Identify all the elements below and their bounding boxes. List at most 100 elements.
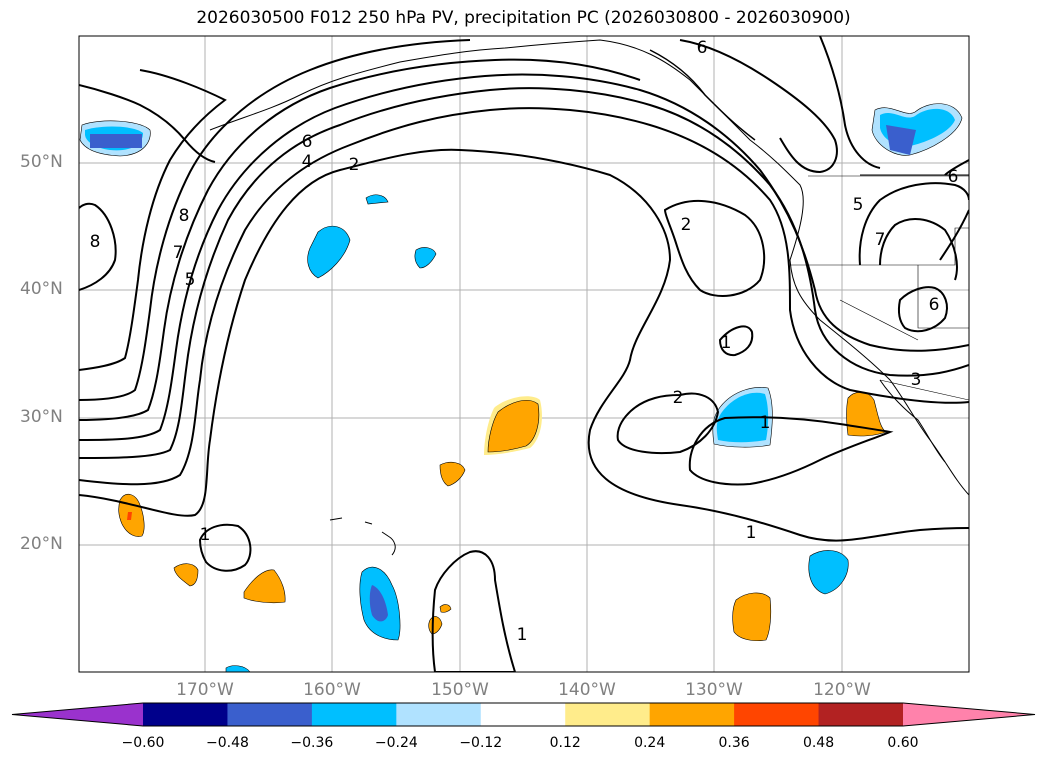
contour-labels: 6 4 2 8 7 5 8 6 2 1 2 1 1 1 1 5 7 6 3 6 <box>90 38 959 645</box>
precip-negative-patch <box>307 225 351 279</box>
contour-label: 6 <box>697 38 708 58</box>
contour-label: 8 <box>90 232 101 252</box>
lat-label: 20°N <box>20 534 63 554</box>
map-title: 2026030500 F012 250 hPa PV, precipitatio… <box>196 8 851 28</box>
colorbar-tick-label: −0.60 <box>121 735 165 751</box>
colorbar-segment <box>311 703 397 726</box>
colorbar-tick-label: 0.48 <box>802 735 835 751</box>
precip-patches <box>79 103 963 672</box>
colorbar-tick-label: −0.24 <box>374 735 418 751</box>
precip-positive-patch <box>173 563 199 587</box>
colorbar-tick-label: 0.24 <box>634 735 666 751</box>
colorbar-segment <box>565 703 651 726</box>
colorbar-segment <box>734 703 820 726</box>
gridlines <box>79 36 969 672</box>
contour-label: 7 <box>875 230 886 250</box>
pv-contour-7b <box>879 218 958 281</box>
pv-contour-2 <box>79 148 969 542</box>
colorbar-segment <box>396 703 482 726</box>
precip-positive-patch <box>243 569 286 604</box>
lat-label: 40°N <box>20 279 63 299</box>
contour-label: 6 <box>929 295 940 315</box>
precip-negative-patch <box>369 585 388 622</box>
lat-label: 30°N <box>20 407 63 427</box>
precip-positive-patch <box>428 616 443 635</box>
pv-contour-1 <box>718 325 754 357</box>
pv-contour-6e <box>944 159 969 176</box>
colorbar <box>11 702 1036 727</box>
contour-label: 2 <box>673 388 684 408</box>
precip-negative-patch <box>90 134 142 148</box>
colorbar-tick-label: −0.48 <box>205 735 249 751</box>
pv-contour-6b <box>679 39 838 174</box>
pv-contours <box>79 36 969 672</box>
pv-contour-7 <box>79 39 471 401</box>
precip-negative-patch <box>886 125 916 155</box>
coastlines <box>209 39 969 556</box>
contour-label: 8 <box>179 206 190 226</box>
precip-negative-patch <box>225 665 251 672</box>
contour-label: 5 <box>185 270 196 290</box>
lat-label: 50°N <box>20 152 63 172</box>
pv-contour-5 <box>79 73 969 441</box>
precip-positive-patch <box>732 592 772 642</box>
precip-positive-patch <box>439 604 452 613</box>
pv-contour-1d <box>431 550 517 672</box>
colorbar-segment <box>480 703 566 726</box>
pv-contour-4b <box>939 209 969 261</box>
colorbar-outline <box>11 702 1036 727</box>
lon-label: 120°W <box>813 680 871 700</box>
contour-label: 1 <box>746 523 757 543</box>
contour-label: 2 <box>681 215 692 235</box>
contour-label: 1 <box>721 333 732 353</box>
colorbar-extend-low <box>12 703 143 726</box>
pv-contour-5b <box>858 182 969 266</box>
precip-negative-patch <box>414 247 437 269</box>
lon-label: 140°W <box>558 680 616 700</box>
contour-label: 4 <box>302 152 313 172</box>
pv-contour-6 <box>79 58 641 421</box>
precip-positive-patch <box>439 461 466 487</box>
contour-label: 5 <box>853 195 864 215</box>
contour-label: 7 <box>173 243 184 263</box>
pv-contour-6d <box>897 286 948 333</box>
colorbar-tick-label: 0.60 <box>887 735 919 751</box>
contour-label: 3 <box>911 370 922 390</box>
precip-negative-patch <box>365 194 389 205</box>
colorbar-tick-label: −0.36 <box>290 735 334 751</box>
pv-contour-8b <box>79 202 117 291</box>
borders <box>790 175 969 401</box>
colorbar-segment <box>818 703 904 726</box>
contour-label: 6 <box>302 132 313 152</box>
colorbar-tick-label: 0.12 <box>549 735 581 751</box>
contour-label: 1 <box>200 525 211 545</box>
lon-label: 150°W <box>431 680 489 700</box>
contour-label: 1 <box>760 413 771 433</box>
colorbar-segment <box>143 703 228 726</box>
colorbar-tick-label: −0.12 <box>459 735 503 751</box>
contour-label: 2 <box>349 155 360 175</box>
pv-contour-6c <box>819 36 881 169</box>
pv-contour-4 <box>79 87 969 459</box>
pv-contour-2c <box>616 392 720 455</box>
colorbar-segment <box>649 703 735 726</box>
colorbar-extend-high <box>903 703 1035 726</box>
lon-label: 130°W <box>685 680 743 700</box>
precip-positive-patch <box>127 512 132 520</box>
pv-contour-3 <box>79 107 969 486</box>
lon-label: 160°W <box>303 680 361 700</box>
pv-contour-1b <box>688 416 894 486</box>
map-border <box>78 35 970 673</box>
contour-label: 6 <box>948 167 959 187</box>
lon-label: 170°W <box>176 680 234 700</box>
colorbar-segment <box>227 703 313 726</box>
pv-contour-8c <box>79 84 216 163</box>
pv-contour-8 <box>79 69 227 371</box>
pv-contour-2b <box>663 199 766 297</box>
contour-label: 1 <box>517 625 528 645</box>
precip-negative-patch <box>808 550 849 595</box>
pv-contour-1c <box>198 523 252 572</box>
precip-positive-patch <box>487 400 540 453</box>
colorbar-tick-label: 0.36 <box>718 735 750 751</box>
